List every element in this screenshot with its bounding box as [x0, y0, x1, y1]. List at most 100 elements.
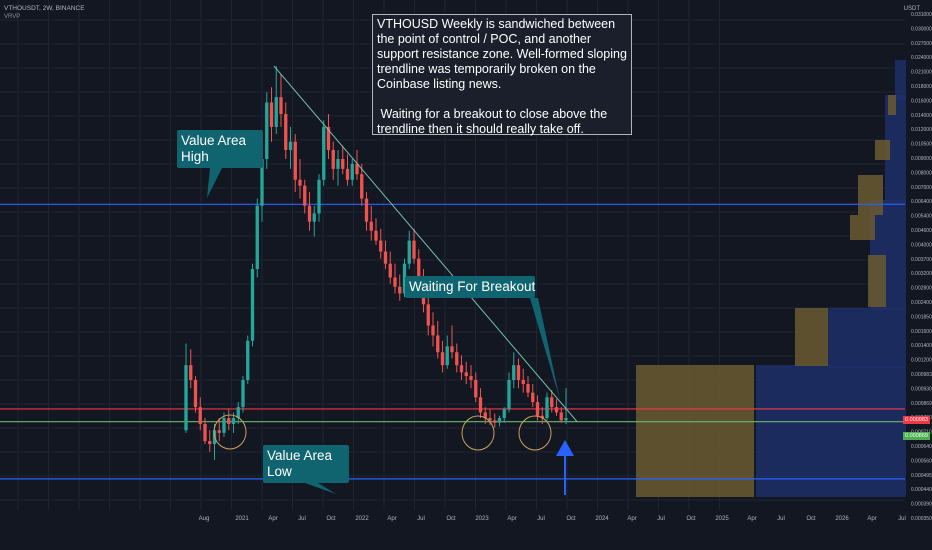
analysis-note: VTHOUSD Weekly is sandwiched between the… [372, 14, 632, 136]
x-axis: Aug 2021 Apr Jul Oct 2022 Apr Jul Oct 2023 Apr Jul O… [199, 516, 906, 522]
y-tick-label: 0.001600 [911, 329, 932, 335]
x-tick-label: Aug [199, 516, 210, 522]
x-tick-label: Apr [747, 516, 756, 522]
waiting-pointer [530, 298, 560, 400]
horizontal-levels [0, 203, 905, 480]
candle-body [250, 268, 255, 341]
y-tick-label: 0.007000 [911, 185, 932, 191]
volume-profile-bar-gold [875, 140, 890, 160]
candle-body [369, 221, 373, 231]
candle-body [535, 402, 540, 416]
y-tick-label: 0.003200 [911, 271, 932, 277]
candle-body [360, 174, 364, 199]
candle-body [355, 163, 359, 175]
volume-profile-bar-gold [888, 95, 896, 115]
support-circle [518, 415, 552, 451]
y-tick-label: 0.008000 [911, 170, 932, 176]
y-tick-label: 0.031000 [911, 12, 932, 18]
candle-body [279, 97, 283, 114]
candle-body [189, 365, 193, 380]
y-tick-label: 0.018000 [911, 84, 932, 90]
volume-profile-bar-blue [756, 365, 906, 497]
descending-trendline [273, 65, 578, 422]
support-circle [461, 415, 495, 451]
candle-body [407, 240, 411, 264]
candle-body [236, 407, 240, 419]
volume-profile [636, 60, 906, 497]
y-tick-label: 0.003700 [911, 257, 932, 263]
x-tick-label: Oct [566, 516, 576, 522]
support-circle [213, 414, 247, 450]
candle-body [317, 179, 321, 214]
candle-body [265, 102, 269, 160]
candle-body [488, 418, 492, 421]
x-tick-label: Jul [298, 516, 306, 522]
candle-body [284, 113, 288, 150]
volume-profile-bar-gold [868, 255, 886, 307]
y-tick-label: 0.000869 [911, 401, 932, 407]
value-area-low-label: Value Area Low [263, 445, 349, 483]
volume-profile-bar-blue [828, 308, 906, 368]
y-tick-label: 0.000560 [911, 458, 932, 464]
candle-body [298, 179, 302, 186]
candle-body [502, 409, 506, 419]
y-tick-label: 0.024000 [911, 55, 932, 61]
candle-body [540, 415, 544, 419]
y-tick-label: 0.001400 [911, 343, 932, 349]
y-tick-label: 0.010500 [911, 142, 932, 148]
candle-body [341, 159, 345, 169]
candle-body [293, 141, 297, 180]
candle-body [531, 392, 535, 403]
x-tick-label: 2021 [235, 516, 249, 522]
candle-body [483, 412, 487, 419]
candle-body [303, 185, 307, 206]
candle-body [493, 420, 497, 423]
y-tick-label: 0.009000 [911, 156, 932, 162]
axis-unit: USDT [903, 6, 920, 12]
y-tick-label: 0.014000 [911, 113, 932, 119]
candle-body [345, 168, 350, 180]
y-tick-label: 0.005400 [911, 214, 932, 220]
symbol-header: VTHOUSDT, 2W, BINANCE VRVP [4, 4, 85, 22]
candle-body [364, 198, 369, 222]
y-tick-label: 0.012000 [911, 127, 932, 133]
candle-body [550, 397, 554, 408]
volume-profile-bar-gold [636, 365, 754, 497]
x-tick-label: Jul [777, 516, 785, 522]
x-tick-label: Apr [627, 516, 636, 522]
candle-body [516, 365, 521, 380]
y-tick-label: 0.000983 [911, 372, 932, 378]
value-area-low-pointer [305, 483, 336, 494]
y-tick-label: 0.000640 [911, 444, 932, 450]
y-tick-label: 0.000495 [911, 473, 932, 479]
y-tick-label: 0.006400 [911, 199, 932, 205]
candle-body [474, 379, 478, 398]
candle-body [526, 384, 530, 393]
candle-body [336, 159, 340, 169]
y-tick-label: 0.001200 [911, 358, 932, 364]
candle-body [227, 418, 231, 424]
candle-body [426, 304, 430, 326]
x-tick-label: Apr [507, 516, 516, 522]
candle-body [307, 205, 312, 222]
candle-body [312, 213, 316, 222]
value-area-high-pointer [207, 168, 222, 198]
candle-body [412, 240, 416, 259]
x-tick-label: Oct [446, 516, 456, 522]
y-tick-label: 0.004600 [911, 228, 932, 234]
y-tick-label: 0.000350 [911, 516, 932, 522]
candle-body [288, 141, 293, 150]
candle-body [564, 418, 568, 421]
x-tick-label: Oct [326, 516, 336, 522]
candle-body [260, 159, 264, 206]
x-tick-label: 2025 [715, 516, 729, 522]
candle-body [374, 230, 378, 241]
x-tick-label: 2024 [595, 516, 609, 522]
y-tick-label: 0.000930 [911, 386, 932, 392]
indicator-label: VRVP [4, 14, 21, 20]
candle-body [402, 263, 407, 294]
candle-body [464, 372, 468, 377]
callout-pointers [207, 168, 574, 495]
y-axis: 0.031000 0.030000 0.027000 0.024000 0.021000… [911, 12, 932, 522]
